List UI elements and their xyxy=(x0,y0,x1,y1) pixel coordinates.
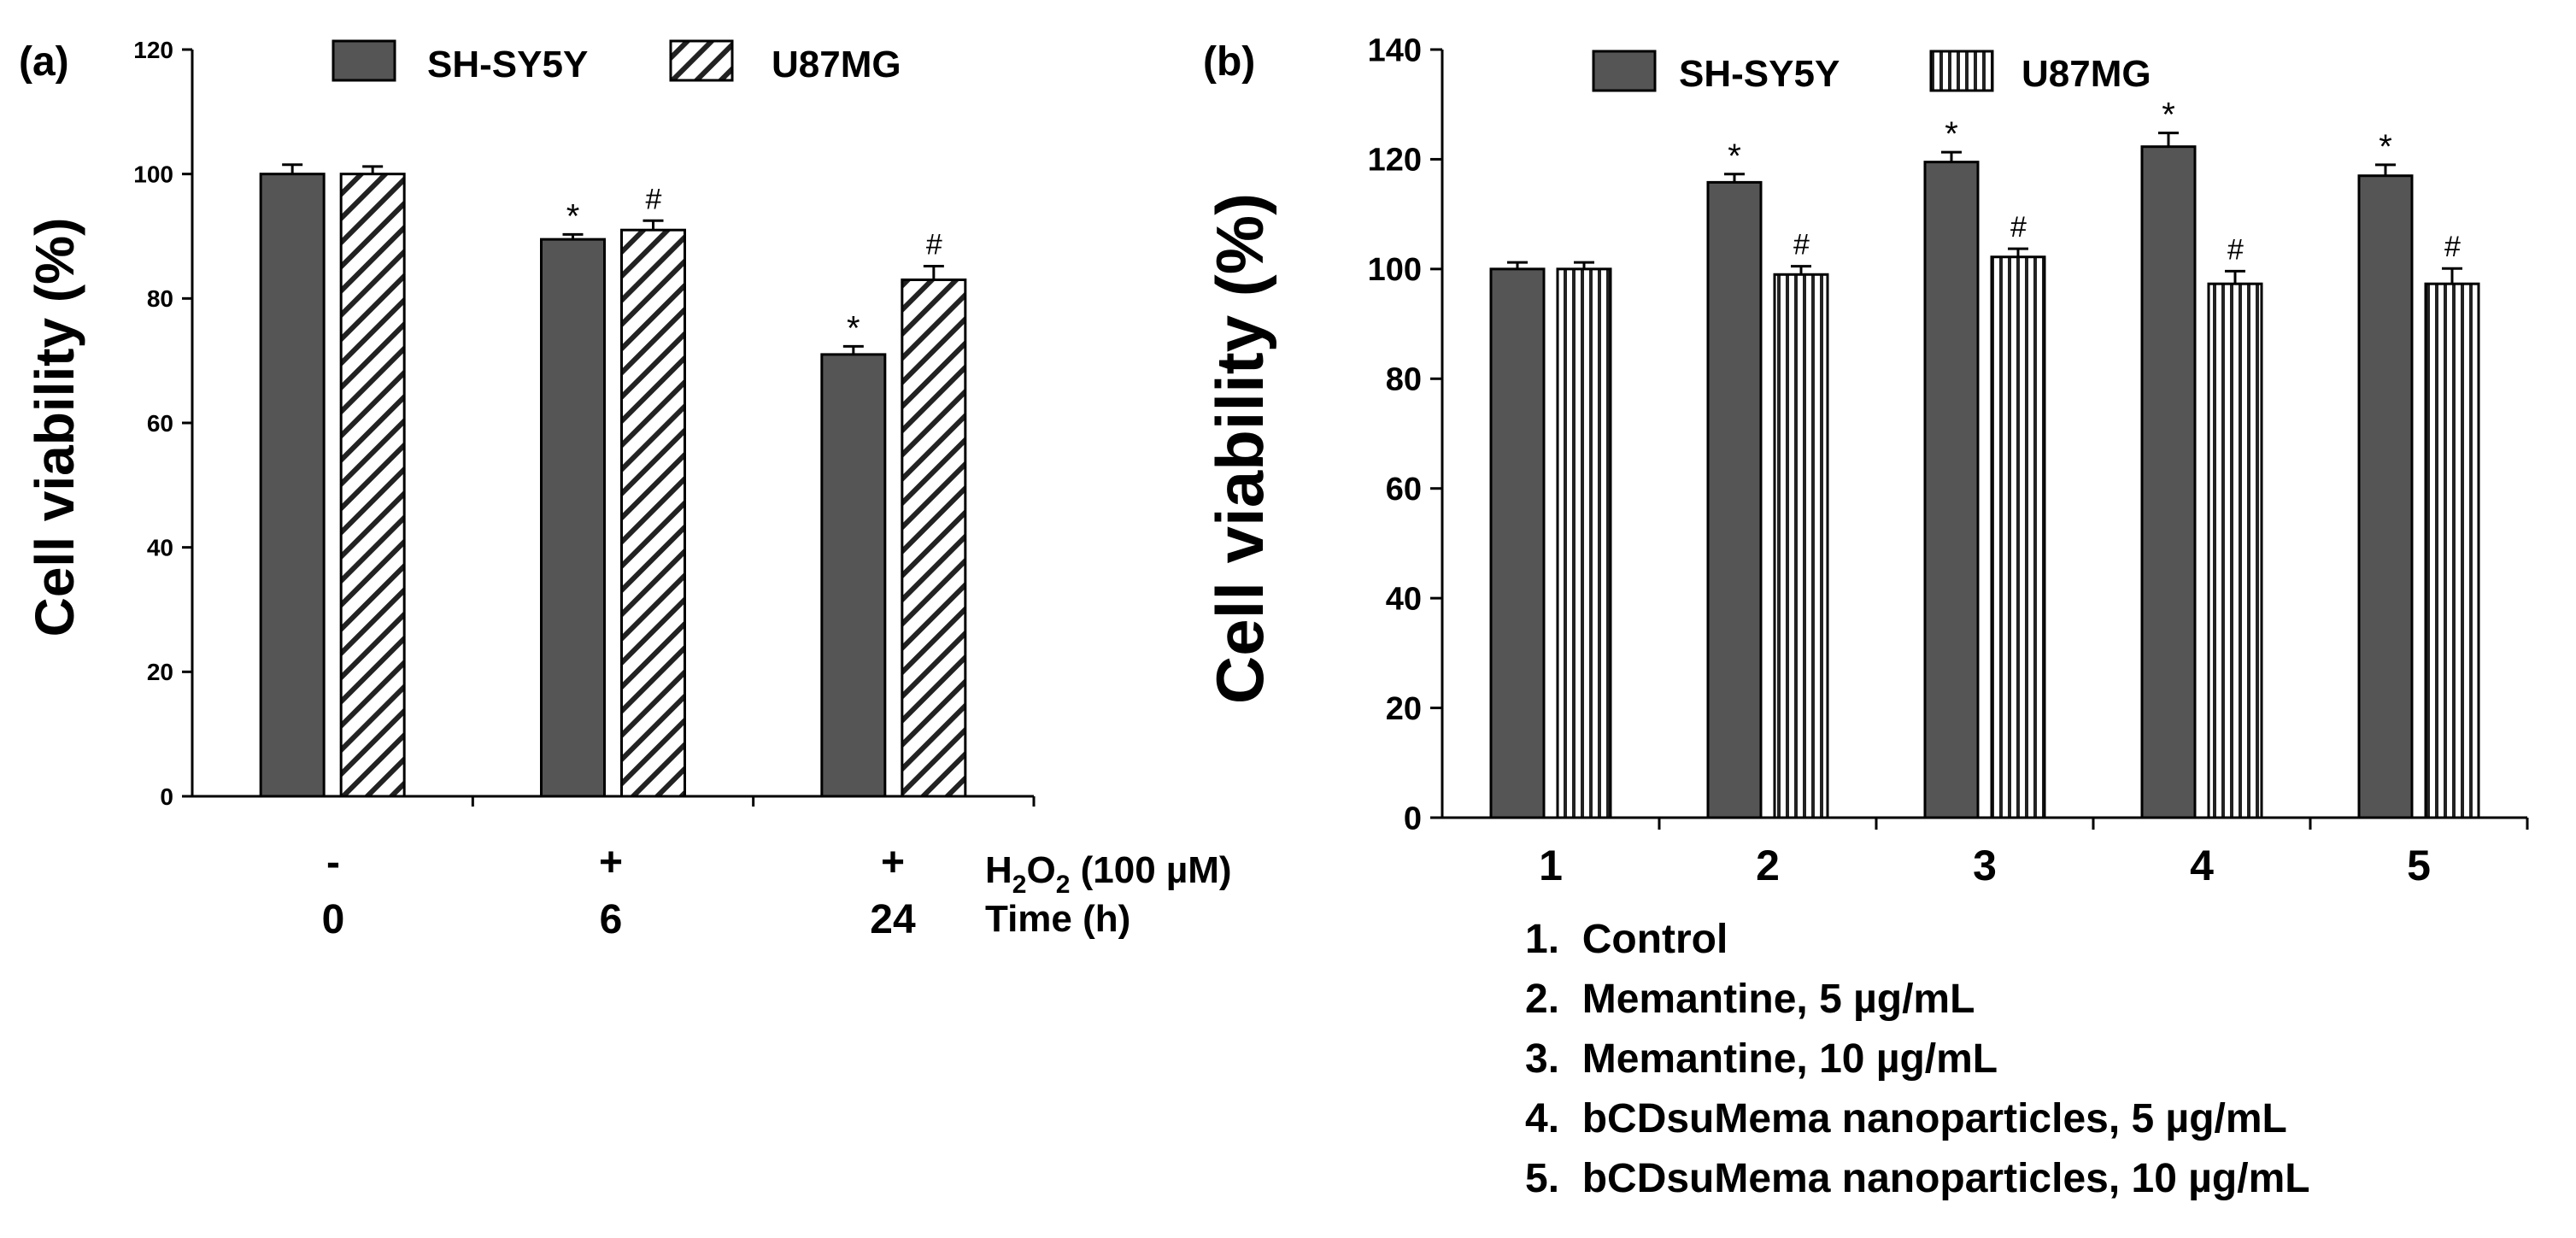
panel-b-x-tick-label: 3 xyxy=(1973,842,1997,889)
panel-b-y-tick-label: 60 xyxy=(1386,472,1422,508)
panel-a-time-row-label: Time (h) xyxy=(985,898,1130,940)
panel-a-bar-sh-sy5y xyxy=(820,353,887,798)
panel-a-label: (a) xyxy=(19,39,69,85)
panel-a-y-tick-label: 20 xyxy=(147,659,173,685)
panel-b-y-tick-label: 20 xyxy=(1386,691,1422,727)
panel-a-condition-rows: - + + H2O2 (100 µM) 0 6 24 Time (h) xyxy=(322,840,1232,942)
panel-b-significance-mark: # xyxy=(2444,231,2462,263)
panel-a-x-tick-label-3: 24 xyxy=(870,897,916,942)
panel-b-bar-u87mg xyxy=(1556,267,1612,819)
panel-a-y-tick-label: 100 xyxy=(133,161,173,187)
panel-a-h2o2-row-label: H2O2 (100 µM) xyxy=(985,849,1232,899)
panel-a-significance-mark: # xyxy=(925,228,942,261)
panel-a-bars: * * # # xyxy=(259,163,967,798)
panel-b-legend-label-u87mg: U87MG xyxy=(2021,53,2151,95)
panel-a-significance-mark: # xyxy=(645,183,662,215)
panel-b-bar-sh-sy5y xyxy=(2140,145,2197,819)
panel-b-bar-sh-sy5y xyxy=(1706,180,1763,819)
panel-b-bar-sh-sy5y xyxy=(1489,267,1546,819)
panel-b-significance-mark: # xyxy=(2010,211,2027,243)
panel-a-y-tick-label: 60 xyxy=(147,410,173,437)
panel-a-legend-label-u87mg: U87MG xyxy=(772,44,901,85)
panel-a-bar-u87mg xyxy=(901,278,967,798)
panel-b-y-tick-label: 120 xyxy=(1368,143,1422,179)
panel-a-legend-label-sh-sy5y: SH-SY5Y xyxy=(427,44,588,85)
panel-a-legend-swatch-sh-sy5y xyxy=(332,39,396,82)
panel-b-label: (b) xyxy=(1203,39,1255,85)
panel-a-h2o2-value-3: + xyxy=(881,840,905,885)
panel-b-y-tick-label: 80 xyxy=(1386,362,1422,398)
panel-b-significance-mark: # xyxy=(2227,233,2244,266)
panel-a-y-axis-label: Cell viability (%) xyxy=(24,218,85,637)
panel-b-significance-mark: * xyxy=(1945,115,1958,153)
panel-b-x-tick-label: 2 xyxy=(1756,842,1780,889)
panel-b-bar-sh-sy5y xyxy=(2357,174,2414,819)
panel-a-y-tick-label: 80 xyxy=(147,285,173,312)
panel-b-significance-mark: * xyxy=(1728,138,1741,175)
panel-a-y-tick-label: 0 xyxy=(160,783,173,810)
panel-b-key-item-3: 3. Memantine, 10 µg/mL xyxy=(1525,1036,1998,1082)
panel-b-x-tick-label: 1 xyxy=(1539,842,1563,889)
panel-b-significance-mark: * xyxy=(2162,97,2175,134)
panel-a-h2o2-value-2: + xyxy=(599,840,623,885)
panel-b-significance-mark: * xyxy=(2379,128,2392,166)
panel-b-key-item-2: 2. Memantine, 5 µg/mL xyxy=(1525,977,1975,1022)
panel-a-bar-sh-sy5y xyxy=(259,173,326,798)
panel-b-y-tick-label: 140 xyxy=(1368,32,1422,68)
panel-b-bar-sh-sy5y xyxy=(1923,161,1980,819)
panel-b-y-tick-label: 40 xyxy=(1386,581,1422,617)
panel-a-significance-mark: * xyxy=(566,197,580,235)
panel-a-x-tick-label-1: 0 xyxy=(322,897,345,942)
panel-a-y-tick-label: 120 xyxy=(133,37,173,63)
panel-a-bar-u87mg xyxy=(339,173,406,798)
panel-b-y-tick-label: 0 xyxy=(1404,801,1422,836)
panel-b-key-item-5: 5. bCDsuMema nanoparticles, 10 µg/mL xyxy=(1525,1156,2310,1201)
panel-b-bar-u87mg xyxy=(2424,282,2480,819)
panel-b-y-tick-label: 100 xyxy=(1368,252,1422,288)
panel-a-x-tick-label-2: 6 xyxy=(600,897,623,942)
panel-b-axes: 0 20 40 60 80 100 120 140 1 2 3 4 5 xyxy=(1368,32,2529,889)
panel-b: (b) Cell viability (%) 02040608010012014… xyxy=(1202,32,2529,1201)
panel-a-bar-u87mg xyxy=(620,228,686,798)
panel-b-bar-u87mg xyxy=(2207,282,2263,819)
panel-a-h2o2-value-1: - xyxy=(326,840,340,885)
panel-b-x-tick-label: 4 xyxy=(2190,842,2214,889)
panel-b-y-axis-label: Cell viability (%) xyxy=(1202,193,1277,704)
panel-a-y-tick-label: 40 xyxy=(147,534,173,560)
panel-b-legend-label-sh-sy5y: SH-SY5Y xyxy=(1679,53,1840,95)
panel-a-legend-swatch-u87mg xyxy=(669,39,734,82)
panel-b-legend-swatch-u87mg xyxy=(1929,50,1994,92)
panel-b-bars: * * * * # # # # xyxy=(1489,97,2480,819)
panel-a-significance-mark: * xyxy=(847,309,860,347)
panel-b-key-item-4: 4. bCDsuMema nanoparticles, 5 µg/mL xyxy=(1525,1096,2287,1141)
panel-b-legend-swatch-sh-sy5y xyxy=(1592,50,1657,92)
panel-b-significance-mark: # xyxy=(1793,229,1810,261)
panel-a-axes: 0 20 40 60 80 100 120 xyxy=(133,37,1036,810)
panel-a-legend: SH-SY5Y U87MG xyxy=(332,39,901,85)
panel-b-key: 1. Control 2. Memantine, 5 µg/mL 3. Mema… xyxy=(1525,917,2310,1201)
panel-b-bar-u87mg xyxy=(1773,273,1829,819)
panel-b-key-item-1: 1. Control xyxy=(1525,917,1728,962)
panel-b-legend: SH-SY5Y U87MG xyxy=(1592,50,2151,95)
panel-a-bar-sh-sy5y xyxy=(540,238,606,798)
panel-b-bar-u87mg xyxy=(1990,255,2046,819)
panel-b-x-tick-label: 5 xyxy=(2407,842,2431,889)
